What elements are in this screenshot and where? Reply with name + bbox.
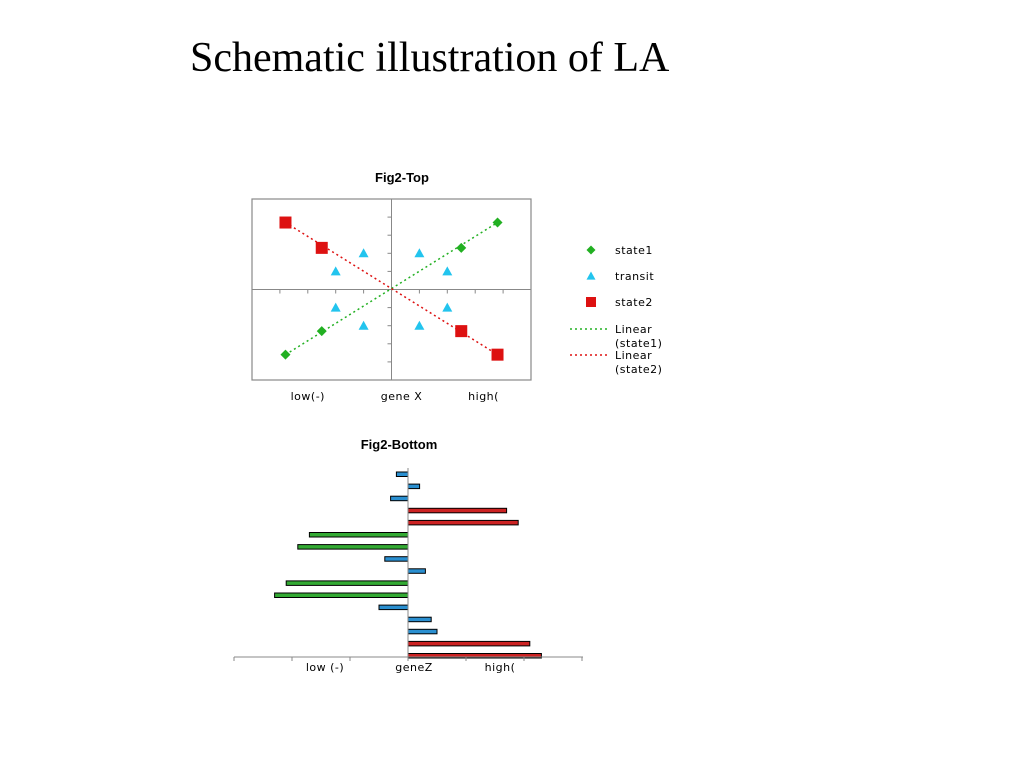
state1-point <box>316 326 327 337</box>
transit-point <box>358 248 369 258</box>
bar-transit <box>407 568 426 574</box>
bar-state1 <box>297 544 409 550</box>
bar-transit <box>395 471 409 477</box>
bar-state2 <box>407 640 531 647</box>
legend-marker-state2 <box>586 297 596 307</box>
top-tick-labels: low(-) gene X high( <box>291 390 499 403</box>
top-chart: Fig2-Top low(-) gene X high( state1 transit… <box>251 170 662 403</box>
legend-label-state1: state1 <box>615 244 653 257</box>
legend-label-state2: state2 <box>615 296 653 309</box>
top-x-tick-label: gene X <box>381 390 423 403</box>
state2-point <box>315 241 328 254</box>
legend-label-trendline: (state1) <box>615 337 662 350</box>
bottom-x-tick-label: geneZ <box>395 661 433 674</box>
bar-state2 <box>407 519 519 526</box>
legend-label-trendline: (state2) <box>615 363 662 376</box>
bottom-bars <box>274 471 542 659</box>
state1-point <box>280 349 291 360</box>
bottom-axes <box>233 468 583 661</box>
top-x-tick-label: low(-) <box>291 390 325 403</box>
bottom-chart-title: Fig2-Bottom <box>361 437 438 452</box>
bottom-x-tick-label: low (-) <box>306 661 344 674</box>
state2-point <box>455 325 468 338</box>
legend-marker-transit <box>586 271 596 280</box>
legend-label-trendline: Linear <box>615 349 652 362</box>
bar-state1 <box>274 592 409 598</box>
legend-marker-state1 <box>586 245 596 255</box>
bottom-x-tick-label: high( <box>485 661 516 674</box>
bar-state1 <box>285 580 409 586</box>
bar-state1 <box>308 532 409 538</box>
state2-point <box>279 216 292 229</box>
legend-label-transit: transit <box>615 270 654 283</box>
top-chart-title: Fig2-Top <box>375 170 429 185</box>
bar-transit <box>407 616 432 623</box>
transit-point <box>414 320 425 330</box>
transit-point <box>330 302 341 312</box>
bottom-chart: Fig2-Bottom low (-) geneZ high( <box>233 437 583 674</box>
top-legend: state1transitstate2Linear(state1)Linear(… <box>570 244 662 376</box>
top-x-tick-label: high( <box>468 390 499 403</box>
bottom-tick-labels: low (-) geneZ high( <box>306 661 516 674</box>
bar-transit <box>407 483 421 490</box>
bar-transit <box>407 628 438 635</box>
transit-point <box>442 302 453 312</box>
transit-point <box>330 266 341 276</box>
slide-title: Schematic illustration of LA <box>190 35 670 81</box>
bar-transit <box>390 495 409 502</box>
top-points <box>279 216 504 361</box>
legend-label-trendline: Linear <box>615 323 652 336</box>
transit-point <box>358 320 369 330</box>
state1-point <box>492 217 503 228</box>
state2-point <box>491 348 504 361</box>
state1-point <box>456 242 467 253</box>
bar-transit <box>378 604 409 611</box>
top-axes <box>251 198 532 381</box>
bar-state2 <box>407 507 508 514</box>
transit-point <box>442 266 453 276</box>
transit-point <box>414 248 425 258</box>
bar-transit <box>384 556 409 562</box>
